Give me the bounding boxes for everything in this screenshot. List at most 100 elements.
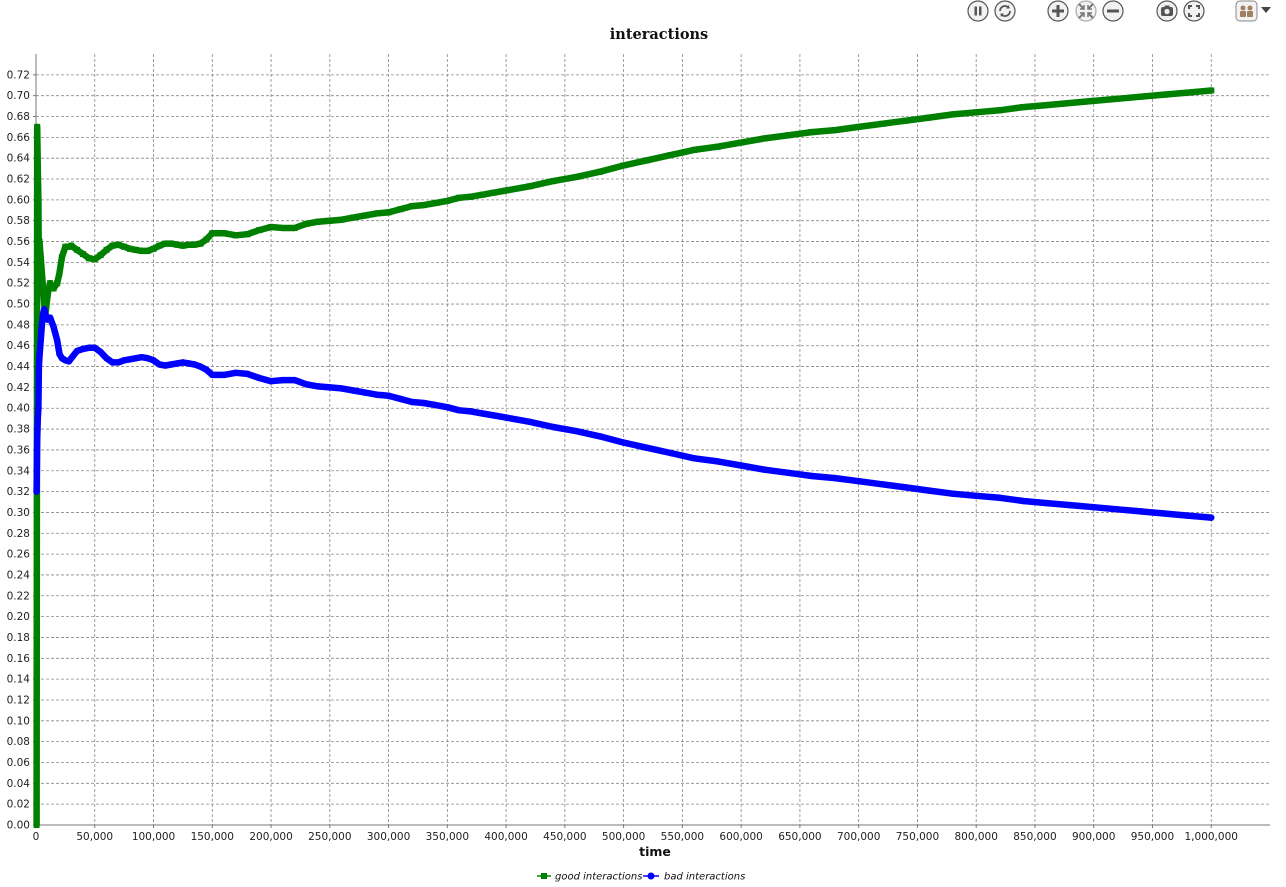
series-good-interactions-point (1020, 104, 1027, 111)
series-good-interactions-point (156, 242, 163, 249)
options-button[interactable] (1235, 0, 1279, 22)
series-bad-interactions-point (1067, 501, 1074, 509)
series-good-interactions-point (667, 152, 674, 159)
series-bad-interactions-point (949, 490, 956, 497)
series-good-interactions-point (738, 139, 745, 146)
y-tick-label: 0.38 (7, 424, 30, 436)
series-bad-interactions-point (420, 399, 428, 407)
series-bad-interactions-point (690, 455, 698, 462)
series-good-interactions-point (855, 123, 862, 130)
y-tick-label: 0.72 (7, 69, 30, 81)
x-tick-label: 800,000 (954, 831, 997, 843)
series-good-interactions-point (1184, 89, 1191, 96)
series-bad-interactions-point (156, 361, 163, 368)
y-tick-label: 0.24 (7, 569, 31, 581)
y-tick-label: 0.04 (7, 778, 31, 790)
series-good-interactions-point (150, 245, 157, 252)
series-bad-interactions-point (103, 355, 110, 362)
series-good-interactions-point (35, 196, 42, 203)
series-bad-interactions-point (902, 484, 909, 491)
series-bad-interactions-point (173, 360, 181, 367)
series-bad-interactions-point (220, 371, 228, 379)
series-good-interactions-point (34, 123, 41, 130)
series-good-interactions-point (179, 242, 186, 249)
y-tick-label: 0.16 (7, 653, 31, 665)
series-good-interactions-point (68, 242, 75, 249)
x-tick-label: 550,000 (661, 831, 704, 843)
pause-button[interactable] (967, 0, 989, 22)
series-bad-interactions-point (526, 418, 533, 425)
y-tick-label: 0.56 (7, 236, 31, 248)
y-tick-label: 0.22 (7, 590, 30, 602)
pause-icon (967, 0, 989, 22)
legend-swatch-bad-marker (647, 872, 655, 880)
x-tick-label: 700,000 (837, 831, 880, 843)
series-bad-interactions-point (1184, 512, 1191, 519)
series-bad-interactions-point (68, 355, 75, 362)
fullscreen-button[interactable] (1183, 0, 1205, 22)
y-tick-label: 0.10 (7, 715, 30, 727)
series-good-interactions-point (467, 193, 474, 200)
series-bad-interactions-point (761, 466, 768, 473)
series-good-interactions-point (491, 189, 498, 196)
series-bad-interactions-point (291, 376, 298, 384)
series-bad-interactions-point (444, 404, 451, 411)
series-good-interactions-point (444, 197, 451, 204)
series-bad-interactions-point (126, 356, 134, 363)
series-bad-interactions-point (620, 439, 627, 446)
series-good-interactions-point (232, 232, 239, 239)
series-good-interactions-point (191, 241, 198, 248)
series-good-interactions-point (996, 107, 1003, 114)
series-good-interactions-point (74, 246, 81, 253)
y-tick-label: 0.32 (7, 486, 30, 498)
series-bad-interactions-point (167, 361, 175, 368)
series-good-interactions-point (97, 252, 104, 259)
legend-label-bad: bad interactions (664, 872, 745, 883)
series-good-interactions-point (326, 217, 333, 224)
y-tick-label: 0.34 (7, 465, 31, 477)
series-good-interactions-point (420, 202, 427, 209)
series-good-interactions-point (1137, 93, 1144, 100)
series-bad-interactions-point (1208, 514, 1215, 521)
series-bad-interactions-point (185, 360, 192, 367)
chart-toolbar (0, 0, 1286, 22)
series-bad-interactions-point (50, 323, 57, 331)
series-good-interactions-point (85, 255, 92, 262)
series-good-interactions-point (303, 220, 310, 227)
series-bad-interactions-point (144, 355, 151, 362)
series-bad-interactions-point (714, 458, 721, 465)
y-tick-label: 0.26 (7, 549, 31, 561)
snapshot-button[interactable] (1156, 0, 1178, 22)
x-tick-label: 350,000 (426, 831, 469, 843)
series-good-interactions-point (926, 114, 933, 121)
zoom-in-button[interactable] (1047, 0, 1069, 22)
series-bad-interactions-point (132, 355, 140, 362)
refresh-button[interactable] (994, 0, 1016, 22)
series-bad-interactions-point (361, 389, 369, 396)
series-good-interactions-point (209, 230, 216, 237)
series-bad-interactions-point (855, 477, 862, 485)
series-good-interactions-point (761, 135, 768, 142)
zoom-out-button[interactable] (1102, 0, 1124, 22)
legend-label-good: good interactions (555, 872, 642, 883)
series-good-interactions-point (691, 146, 698, 153)
series-good-interactions-point (397, 206, 404, 213)
series-good-interactions-point (479, 191, 486, 198)
series-bad-interactions-point (479, 410, 486, 417)
series-bad-interactions-point (36, 352, 43, 360)
series-good-interactions-point (36, 238, 43, 245)
zoom-out-icon (1102, 0, 1124, 22)
series-bad-interactions-point (79, 345, 87, 353)
series-good-interactions-point (714, 143, 721, 150)
series-good-interactions-point (949, 111, 956, 118)
series-good-interactions-point (879, 120, 886, 127)
series-bad-interactions-point (34, 415, 41, 422)
series-bad-interactions-point (41, 306, 48, 313)
y-tick-label: 0.28 (7, 528, 30, 540)
series-good-interactions-point (54, 280, 61, 287)
fit-button[interactable] (1075, 0, 1097, 22)
series-bad-interactions-point (232, 369, 239, 377)
series-good-interactions-point (362, 212, 369, 219)
y-tick-label: 0.20 (7, 611, 30, 623)
series-good-interactions-point (33, 822, 40, 828)
